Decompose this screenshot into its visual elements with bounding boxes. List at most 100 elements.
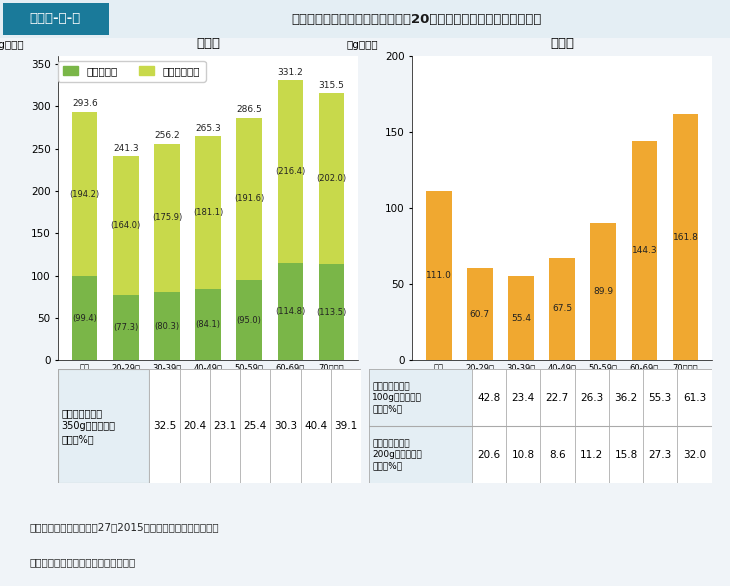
Bar: [3, 3, 109, 35]
Text: (164.0): (164.0): [111, 221, 141, 230]
Bar: [369, 427, 472, 483]
Text: 野菜類摄取量が
350g以上の者の
割合（%）: 野菜類摄取量が 350g以上の者の 割合（%）: [61, 408, 115, 445]
Text: 32.0: 32.0: [683, 450, 706, 460]
Text: 89.9: 89.9: [593, 287, 613, 297]
Bar: [506, 369, 540, 427]
Bar: [677, 427, 712, 483]
Text: 果実類摄取量が
200g以上の者の
割合（%）: 果実類摄取量が 200g以上の者の 割合（%）: [372, 440, 422, 471]
Text: (175.9): (175.9): [152, 213, 182, 223]
Text: 20.6: 20.6: [477, 450, 500, 460]
Text: 265.3: 265.3: [195, 124, 221, 132]
Text: 40.4: 40.4: [304, 421, 328, 431]
Bar: [472, 427, 506, 483]
Text: 25.4: 25.4: [244, 421, 267, 431]
Bar: [196, 136, 220, 289]
Bar: [196, 289, 220, 360]
Text: 果実類摄取量が
100g以上の者の
割合（%）: 果実類摄取量が 100g以上の者の 割合（%）: [372, 382, 422, 413]
Bar: [609, 369, 643, 427]
Bar: [318, 93, 344, 264]
Bar: [277, 263, 303, 360]
Text: 15.8: 15.8: [615, 450, 637, 460]
Text: 野菜類・果実類摄取量の平均値（20歳以上、男女計・年齢階級別）: 野菜類・果実類摄取量の平均値（20歳以上、男女計・年齢階級別）: [291, 12, 541, 26]
Text: 256.2: 256.2: [154, 131, 180, 140]
Text: (181.1): (181.1): [193, 208, 223, 217]
Text: 55.4: 55.4: [511, 314, 531, 323]
Bar: [672, 114, 698, 360]
Bar: [472, 369, 506, 427]
Text: 10.8: 10.8: [512, 450, 534, 460]
Bar: [331, 369, 361, 483]
Bar: [508, 276, 534, 360]
Bar: [318, 264, 344, 360]
Text: (95.0): (95.0): [237, 316, 261, 325]
Bar: [550, 257, 575, 360]
Text: 32.5: 32.5: [153, 421, 176, 431]
Bar: [180, 369, 210, 483]
Text: 111.0: 111.0: [426, 271, 452, 280]
Text: (113.5): (113.5): [316, 308, 347, 317]
Bar: [426, 191, 452, 360]
Text: (202.0): (202.0): [316, 174, 347, 183]
Bar: [210, 369, 240, 483]
Text: 30.3: 30.3: [274, 421, 297, 431]
Bar: [631, 141, 657, 360]
Bar: [72, 112, 98, 276]
Text: 8.6: 8.6: [549, 450, 566, 460]
Bar: [72, 276, 98, 360]
Legend: 緑黄色野菜, その他の野菜: 緑黄色野菜, その他の野菜: [58, 61, 206, 81]
Bar: [237, 118, 262, 280]
Bar: [154, 292, 180, 360]
Text: (84.1): (84.1): [196, 321, 220, 329]
Bar: [591, 223, 616, 360]
Bar: [609, 427, 643, 483]
Bar: [149, 369, 180, 483]
Text: (80.3): (80.3): [154, 322, 180, 331]
Text: 26.3: 26.3: [580, 393, 603, 403]
Bar: [113, 295, 139, 360]
Text: 42.8: 42.8: [477, 393, 500, 403]
Bar: [643, 427, 677, 483]
Bar: [575, 369, 609, 427]
Text: 39.1: 39.1: [334, 421, 358, 431]
Bar: [301, 369, 331, 483]
Text: 55.3: 55.3: [649, 393, 672, 403]
Title: 果実類: 果実類: [550, 38, 574, 50]
Text: 60.7: 60.7: [470, 309, 490, 319]
Bar: [271, 369, 301, 483]
Bar: [540, 427, 575, 483]
Text: 331.2: 331.2: [277, 67, 303, 77]
Text: 図表２-３-２: 図表２-３-２: [30, 12, 81, 25]
Text: 23.4: 23.4: [512, 393, 534, 403]
Bar: [113, 156, 139, 295]
Title: 野菜類: 野菜類: [196, 38, 220, 50]
Text: (77.3): (77.3): [113, 323, 139, 332]
Text: (191.6): (191.6): [234, 195, 264, 203]
Text: 286.5: 286.5: [237, 105, 262, 114]
Text: （g／日）: （g／日）: [0, 40, 24, 50]
Text: 144.3: 144.3: [631, 246, 657, 255]
Bar: [369, 369, 472, 427]
Bar: [575, 427, 609, 483]
Text: 241.3: 241.3: [113, 144, 139, 153]
Bar: [506, 427, 540, 483]
Bar: [540, 369, 575, 427]
Bar: [677, 369, 712, 427]
Text: 11.2: 11.2: [580, 450, 603, 460]
Text: 161.8: 161.8: [672, 233, 699, 241]
Text: 315.5: 315.5: [318, 81, 345, 90]
Bar: [154, 144, 180, 292]
Text: 23.1: 23.1: [213, 421, 237, 431]
Bar: [58, 369, 149, 483]
Text: 61.3: 61.3: [683, 393, 706, 403]
Text: (194.2): (194.2): [69, 189, 100, 199]
Text: （g／日）: （g／日）: [347, 40, 378, 50]
Text: 36.2: 36.2: [615, 393, 637, 403]
Text: 27.3: 27.3: [649, 450, 672, 460]
Text: 20.4: 20.4: [183, 421, 207, 431]
Bar: [467, 268, 493, 360]
Text: 67.5: 67.5: [552, 305, 572, 314]
Text: 注：果実類摄取量はジャムを除く。: 注：果実類摄取量はジャムを除く。: [29, 557, 136, 568]
Text: (216.4): (216.4): [275, 167, 305, 176]
Text: 22.7: 22.7: [546, 393, 569, 403]
Bar: [237, 280, 262, 360]
